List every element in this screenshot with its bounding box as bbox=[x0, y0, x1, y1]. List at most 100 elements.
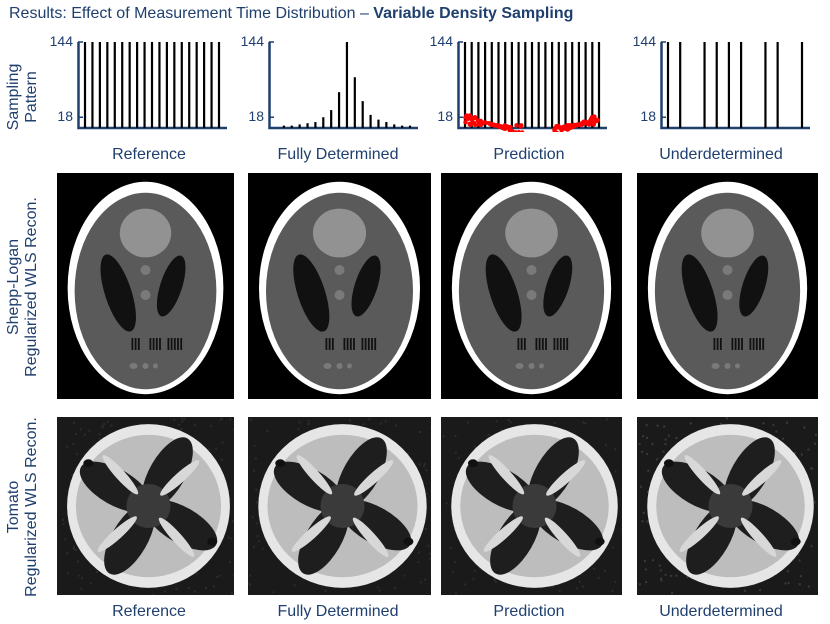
noise-speck bbox=[255, 489, 257, 491]
resolution-bar bbox=[554, 338, 556, 350]
resolution-bar bbox=[563, 338, 565, 350]
red-marker bbox=[590, 115, 594, 119]
noise-speck bbox=[194, 424, 196, 426]
noise-speck bbox=[181, 417, 183, 419]
noise-speck bbox=[559, 590, 561, 592]
col-label-under-bottom: Underdetermined bbox=[626, 603, 816, 621]
resolution-bar bbox=[374, 338, 376, 350]
noise-speck bbox=[299, 421, 301, 423]
noise-speck bbox=[614, 581, 616, 583]
small-dot bbox=[527, 265, 537, 275]
noise-speck bbox=[258, 540, 260, 542]
noise-speck bbox=[651, 443, 653, 445]
noise-speck bbox=[152, 594, 154, 595]
noise-speck bbox=[101, 425, 103, 427]
noise-speck bbox=[363, 423, 365, 425]
resolution-bar bbox=[756, 338, 758, 350]
noise-speck bbox=[294, 584, 296, 586]
noise-speck bbox=[96, 571, 98, 573]
noise-speck bbox=[221, 459, 223, 461]
noise-speck bbox=[808, 586, 810, 588]
resolution-bar bbox=[536, 338, 538, 350]
noise-speck bbox=[325, 590, 327, 592]
noise-speck bbox=[308, 420, 310, 422]
small-dot bbox=[723, 265, 733, 275]
y-tick-18: 18 bbox=[413, 108, 453, 124]
resolution-bar bbox=[762, 338, 764, 350]
resolution-bar bbox=[365, 338, 367, 350]
noise-speck bbox=[233, 529, 234, 531]
small-dot bbox=[723, 290, 733, 300]
noise-speck bbox=[419, 463, 421, 465]
noise-speck bbox=[598, 577, 600, 579]
small-dot bbox=[143, 363, 149, 369]
noise-speck bbox=[253, 546, 255, 548]
red-marker bbox=[566, 126, 570, 130]
resolution-bar bbox=[329, 338, 331, 350]
red-marker bbox=[557, 125, 561, 129]
sampling-plot-svg bbox=[77, 36, 227, 132]
tomato-hole bbox=[664, 459, 674, 467]
noise-speck bbox=[229, 418, 231, 420]
small-dot bbox=[516, 363, 524, 369]
noise-speck bbox=[252, 516, 254, 518]
col-label-under-top: Underdetermined bbox=[626, 146, 816, 164]
noise-speck bbox=[255, 458, 257, 460]
noise-speck bbox=[429, 558, 431, 560]
tomato-hole bbox=[468, 459, 478, 467]
noise-speck bbox=[164, 591, 166, 593]
small-dot bbox=[337, 363, 343, 369]
noise-speck bbox=[423, 465, 425, 467]
resolution-bar bbox=[177, 338, 179, 350]
tomato-hole bbox=[595, 538, 605, 546]
noise-speck bbox=[803, 427, 805, 429]
col-label-fully-top: Fully Determined bbox=[243, 146, 433, 164]
y-tick-144: 144 bbox=[413, 33, 453, 49]
noise-speck bbox=[424, 579, 426, 581]
red-marker bbox=[518, 124, 522, 128]
noise-speck bbox=[262, 548, 264, 550]
noise-speck bbox=[660, 580, 662, 582]
noise-speck bbox=[644, 560, 646, 562]
noise-speck bbox=[799, 583, 801, 585]
resolution-bar bbox=[560, 338, 562, 350]
small-dot bbox=[324, 363, 332, 369]
noise-speck bbox=[73, 443, 75, 445]
red-marker bbox=[587, 121, 591, 125]
noise-speck bbox=[646, 437, 648, 439]
noise-speck bbox=[814, 501, 816, 503]
noise-speck bbox=[810, 467, 812, 469]
tomato-hole bbox=[207, 538, 217, 546]
noise-speck bbox=[642, 520, 644, 522]
noise-speck bbox=[298, 428, 300, 430]
y-tick-18: 18 bbox=[224, 108, 264, 124]
noise-speck bbox=[807, 449, 809, 451]
resolution-bar bbox=[741, 338, 743, 350]
axis bbox=[662, 42, 811, 128]
noise-speck bbox=[231, 592, 233, 594]
noise-speck bbox=[639, 583, 641, 585]
noise-speck bbox=[690, 422, 692, 424]
sampling-plot-0: 144 18 bbox=[77, 36, 227, 132]
red-marker bbox=[477, 118, 481, 122]
noise-speck bbox=[657, 425, 659, 427]
noise-speck bbox=[232, 520, 234, 522]
noise-speck bbox=[759, 589, 761, 591]
row-label-line: Tomato bbox=[5, 417, 23, 597]
small-dot bbox=[527, 290, 537, 300]
noise-speck bbox=[582, 586, 584, 588]
col-label-prediction-bottom: Prediction bbox=[434, 603, 624, 621]
noise-speck bbox=[418, 552, 420, 554]
noise-speck bbox=[67, 572, 69, 574]
noise-speck bbox=[800, 575, 802, 577]
noise-speck bbox=[425, 469, 427, 471]
upper-blob bbox=[701, 209, 754, 258]
noise-speck bbox=[420, 581, 422, 583]
noise-speck bbox=[665, 574, 667, 576]
noise-speck bbox=[81, 577, 83, 579]
noise-speck bbox=[814, 443, 816, 445]
resolution-bar bbox=[362, 338, 364, 350]
noise-speck bbox=[181, 420, 183, 422]
noise-speck bbox=[430, 427, 431, 429]
shepp-logan-prediction bbox=[441, 173, 622, 399]
